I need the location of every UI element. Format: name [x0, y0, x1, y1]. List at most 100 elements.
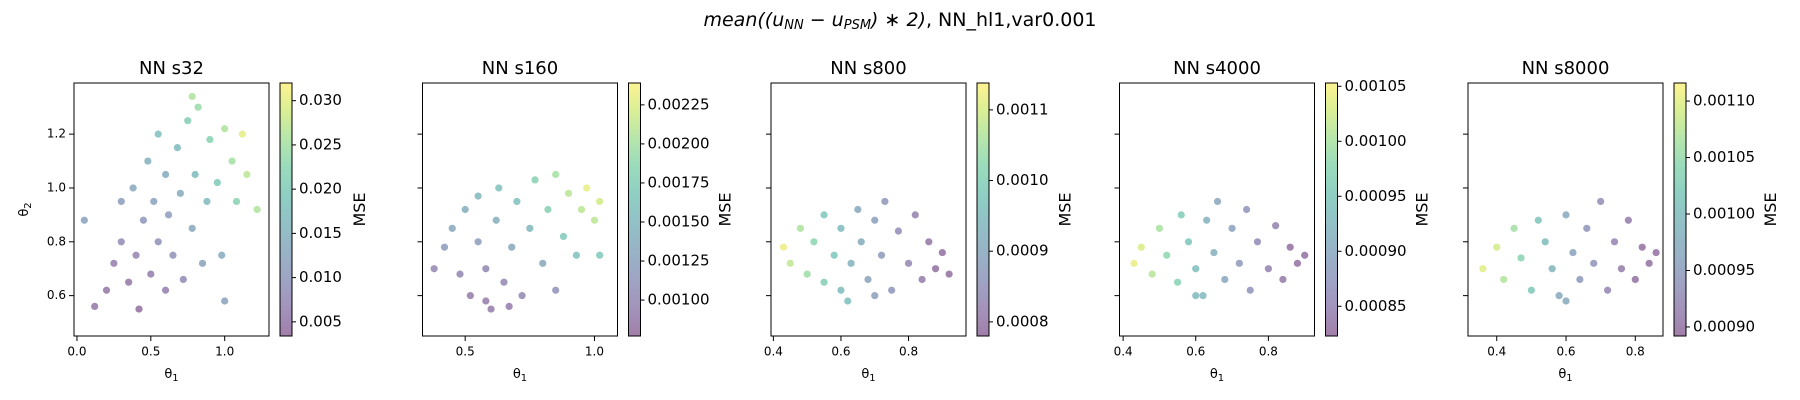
colorbar-tick-label: 0.0009 [996, 242, 1049, 260]
colorbar-tick-label: 0.025 [299, 135, 342, 153]
colorbar-tick-label: 0.00175 [648, 173, 710, 191]
colorbar [279, 82, 293, 337]
scatter-point [135, 305, 143, 313]
colorbar-tick-label: 0.010 [299, 268, 342, 286]
scatter-point [188, 92, 196, 101]
title-part: mean((u [703, 9, 784, 31]
scatter-point [590, 216, 599, 224]
colorbar-tick-label: 0.00100 [1345, 132, 1407, 150]
scatter-point [188, 224, 196, 232]
scatter-point [877, 251, 886, 259]
scatter-point [1155, 224, 1164, 232]
scatter-point [1645, 259, 1653, 267]
axis-label-subscript: 1 [521, 373, 527, 384]
figure-title: mean((uNN − uPSM) ∗ 2), NN_hl1,var0.001 [703, 9, 1096, 33]
scatter-point [559, 232, 568, 241]
scatter-point [1203, 216, 1211, 224]
axes-frame [73, 82, 270, 337]
scatter-point [1493, 243, 1501, 251]
scatter-point [253, 205, 261, 214]
scatter-point [492, 216, 500, 224]
scatter-point [173, 143, 182, 152]
scatter-point [1527, 286, 1535, 294]
colorbar [976, 82, 990, 337]
scatter-point [1569, 248, 1577, 257]
scatter-point [854, 205, 862, 214]
scatter-point [786, 259, 794, 267]
x-tick-label: 0.4 [764, 345, 783, 359]
scatter-point [888, 286, 896, 294]
scatter-point [456, 270, 464, 278]
colorbar [1325, 82, 1338, 337]
x-tick-label: 0.8 [1626, 345, 1645, 359]
scatter-point [1590, 259, 1598, 267]
colorbar-tick-label: 0.00110 [1693, 92, 1755, 110]
scatter-point [847, 259, 855, 267]
scatter-point [596, 251, 604, 259]
axes-title: NN s800 [830, 58, 906, 79]
scatter-point [505, 302, 513, 310]
scatter-point [1555, 292, 1563, 300]
axis-label-subscript: 2 [23, 202, 34, 208]
scatter-point [1576, 275, 1584, 284]
scatter-point [176, 189, 184, 197]
scatter-point [1177, 211, 1185, 219]
scatter-point [539, 259, 547, 267]
colorbar-tick-label: 0.00100 [648, 291, 710, 309]
scatter-point [448, 224, 456, 232]
scatter-point [203, 197, 211, 206]
colorbar-tick-label: 0.00150 [648, 212, 710, 230]
scatter-point [1246, 286, 1254, 294]
colorbar-label: MSE [1056, 192, 1075, 226]
scatter-point [513, 197, 521, 206]
scatter-point [1562, 211, 1570, 219]
axis-label-symbol: θ [1210, 367, 1218, 382]
colorbar-tick-label: 0.005 [299, 312, 342, 330]
axis-label-subscript: 1 [172, 373, 178, 384]
axis-label-subscript: 1 [869, 373, 875, 384]
scatter-point [1192, 292, 1200, 300]
scatter-point [577, 205, 586, 214]
colorbar-tick-label: 0.0008 [996, 312, 1049, 330]
x-tick-label: 0.0 [67, 345, 86, 359]
colorbar-tick-label: 0.00200 [648, 134, 710, 152]
x-tick-label: 0.6 [1186, 345, 1205, 359]
scatter-point [1148, 270, 1156, 278]
x-tick-label: 1.0 [585, 345, 604, 359]
scatter-point [179, 275, 187, 284]
scatter-point [1624, 216, 1632, 224]
scatter-point [596, 197, 604, 206]
scatter-point [1199, 292, 1207, 300]
scatter-point [1562, 297, 1570, 305]
scatter-point [110, 259, 118, 267]
scatter-point [198, 259, 207, 267]
scatter-point [820, 211, 828, 219]
scatter-point [796, 224, 805, 232]
scatter-point [1610, 238, 1619, 246]
scatter-point [803, 270, 811, 278]
scatter-point [904, 259, 913, 267]
scatter-point [871, 292, 879, 300]
scatter-point [1617, 265, 1626, 273]
colorbar-tick-label: 0.020 [299, 180, 342, 198]
scatter-point [129, 184, 137, 192]
scatter-point [1221, 275, 1229, 284]
scatter-point [1272, 222, 1280, 230]
scatter-point [474, 238, 482, 246]
scatter-point [482, 265, 490, 273]
scatter-point [500, 278, 508, 286]
axis-label: θ1 [513, 367, 527, 385]
scatter-point [1210, 248, 1218, 257]
scatter-point [544, 205, 552, 214]
scatter-point [552, 170, 560, 179]
colorbar-tick-label: 0.0010 [996, 171, 1049, 189]
scatter-point [206, 135, 214, 144]
scatter-point [150, 197, 158, 206]
x-tick-label: 0.6 [831, 345, 850, 359]
colorbar-label: MSE [1761, 192, 1780, 226]
scatter-point [238, 130, 247, 138]
x-tick-label: 0.6 [1556, 345, 1575, 359]
y-tick-label: 0.8 [47, 234, 66, 248]
